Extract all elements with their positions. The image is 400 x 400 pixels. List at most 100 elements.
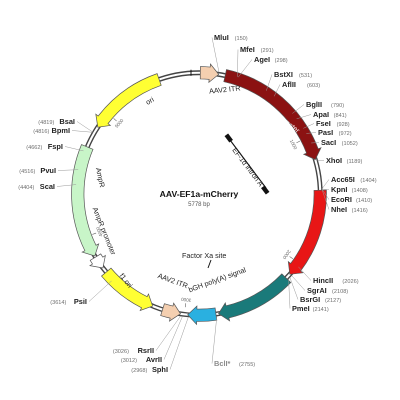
site-position: (603) [307,83,320,89]
intron-a-arrow [224,133,270,195]
site-name: BglII [306,100,322,109]
site-name: SacI [321,138,336,147]
site-acc65i: Acc65I (1404) [321,175,377,189]
site-apai: ApaI (841) [296,110,347,120]
site-position: (3012) [121,358,137,364]
ampr-label: AmpR [94,167,107,188]
site-name: ApaI [313,110,329,119]
site-name: BsaI [59,117,75,126]
site-pvui: PvuI (4516) [19,166,79,175]
itr-1-label: AAV2 ITR [209,83,241,95]
tick-label: 1000 [289,139,298,151]
site-position: (2108) [332,289,348,295]
factor-xa-tick [207,259,212,269]
factor-xa-label: Factor Xa site [182,251,226,260]
site-position: (150) [235,36,248,42]
site-position: (2968) [131,368,147,374]
site-name: Acc65I [331,175,355,184]
site-fspi: FspI (4662) [26,142,84,152]
site-name: PasI [318,128,333,137]
site-name: ScaI [40,182,55,191]
site-name: BpmI [52,126,70,135]
site-bpmi: BpmI(4816) [33,126,93,135]
wpre-arc [218,273,292,322]
site-saci: SacI (1052) [311,138,358,147]
site-name: AgeI [254,55,270,64]
site-name: PmeI [292,304,310,313]
site-position: (2026) [342,279,358,285]
site-bcli: BclI* (2755) [211,315,255,368]
site-bstxi: BstXI (531) [266,70,312,91]
mcherry-arc [287,189,327,275]
site-position: (3614) [50,300,66,306]
site-fsei: FseI (928) [303,119,350,129]
site-position: (928) [337,122,350,128]
site-pmei: PmeI (2141) [288,278,329,313]
site-name: NheI [331,205,347,214]
site-sphi: SphI (2968) [131,316,189,374]
site-position: (1404) [360,178,376,184]
site-position: (2141) [313,307,329,313]
site-kpni: KpnI (1408) [322,185,368,194]
site-layer: MluI (150) MfeI (291)AgeI (298) BstXI (531)Afl… [18,33,376,374]
site-position: (4662) [26,145,42,151]
site-name: BclI* [214,359,231,368]
bgh-polya-arc [187,305,218,326]
site-name: SphI [152,365,168,374]
site-mlui: MluI (150) [211,33,248,73]
ori-arc [95,73,162,128]
site-scai: ScaI (4404) [18,182,77,191]
site-position: (1416) [352,208,368,214]
site-name: PsiI [74,297,87,306]
site-name: XhoI [326,156,342,165]
site-position: (4516) [19,169,35,175]
tick-mark [113,118,117,122]
tick-mark [92,232,97,235]
site-name: MfeI [240,45,255,54]
site-bglii: BglII (790) [292,100,344,114]
site-name: AflII [282,80,296,89]
intron-a-label: EF-1α intron A [230,146,265,188]
site-bsrgi: BsrGI (2127) [289,277,341,304]
site-avrii: AvrII (3012) [121,316,183,364]
site-rsrii: RsrII (3026) [113,315,181,355]
plasmid-name: AAV-EF1a-mCherry [160,189,239,199]
ampr-promoter-arc [89,253,106,269]
site-ecori: EcoRI (1410) [321,189,372,204]
site-name: FspI [48,142,63,151]
ori-label: ori [144,95,156,107]
site-position: (2127) [325,298,341,304]
site-position: (291) [261,48,274,54]
site-position: (972) [339,131,352,137]
site-mfei: MfeI (291) [237,45,274,77]
tick-mark [289,256,294,260]
site-pasi: PasI (972) [306,128,352,137]
site-name: HincII [313,276,333,285]
site-name: AvrII [146,355,162,364]
site-position: (2755) [239,362,255,368]
tick-label: 4000 [95,226,103,238]
mcherry-label: mCherry [290,220,303,248]
site-aflii: AflII (603) [273,80,320,97]
site-nhei: NheI (1416) [321,190,368,214]
itr-1-arc [199,63,220,84]
site-xhoi: XhoI (1189) [317,156,362,165]
f1-ori-arc [101,267,154,312]
site-bsai: BsaI (4819) [38,117,93,133]
tick-label: 5000 [114,118,125,129]
plasmid-length: 5778 bp [188,202,210,208]
site-name: MluI [214,33,229,42]
site-name: KpnI [331,185,347,194]
site-position: (531) [299,73,312,79]
site-position: (3026) [113,349,129,355]
site-position: (1052) [342,141,358,147]
bgh-polya-label: bGH poly(A) signal [187,265,247,294]
site-psii: PsiI (3614) [50,280,112,306]
site-agei: AgeI (298) [238,55,288,78]
site-position: (4819) [38,120,54,126]
itr-2-arc [160,302,181,322]
site-name: SgrAI [307,286,327,295]
site-position: (298) [275,58,288,64]
site-position: (4816) [33,129,49,135]
